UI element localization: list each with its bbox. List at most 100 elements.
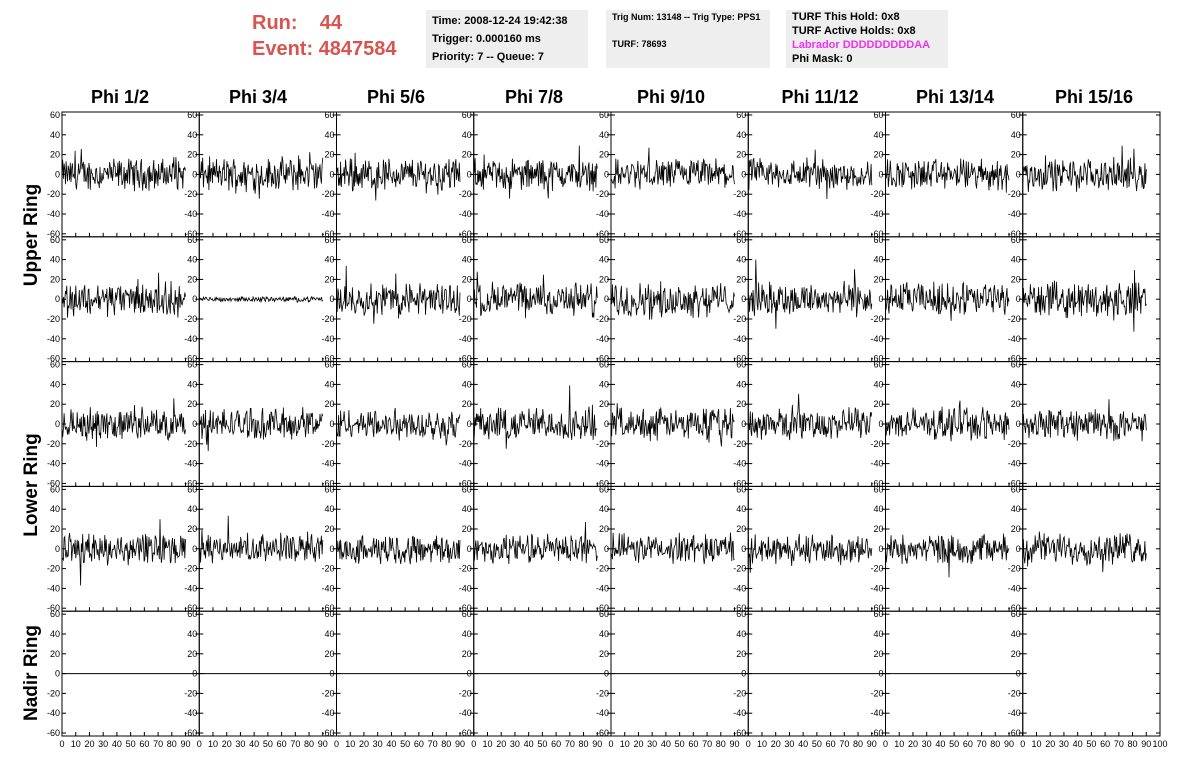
y-tick-label: 0 [1016,294,1021,304]
y-tick-label: 60 [324,360,334,370]
y-tick-label: 40 [50,379,60,389]
priority-text: Priority: 7 -- Queue: 7 [432,51,544,63]
y-tick-label: -20 [1008,564,1021,574]
y-tick-label: 40 [599,130,609,140]
y-tick-label: -60 [733,478,746,488]
y-tick-label: -60 [596,478,609,488]
y-tick-label: 60 [50,110,60,120]
x-tick-label: 70 [428,739,438,749]
waveform-trace [747,149,873,200]
event-value: 4847584 [318,38,397,60]
y-tick-label: 20 [873,524,883,534]
phi-mask-text: Phi Mask: 0 [792,53,853,65]
y-tick-label: 60 [736,235,746,245]
y-tick-label: -40 [459,209,472,219]
y-tick-label: 0 [878,169,883,179]
y-tick-label: 60 [50,609,60,619]
trigger-text: Trigger: 0.000160 ms [432,33,541,45]
y-tick-label: 0 [741,669,746,679]
y-tick-label: 40 [187,379,197,389]
y-tick-label: -40 [596,209,609,219]
y-tick-label: -20 [321,314,334,324]
y-tick-label: -60 [870,354,883,364]
y-tick-label: 20 [873,150,883,160]
run-event-display: Run: 44 Event: 4847584 [252,10,397,62]
y-tick-label: 0 [467,419,472,429]
run-label: Run: [252,12,298,34]
x-tick-label: 40 [386,739,396,749]
y-tick-label: 40 [736,504,746,514]
y-tick-label: -20 [184,564,197,574]
column-header-phi-1-2: Phi 1/2 [90,87,150,107]
x-tick-label: 60 [139,739,149,749]
y-tick-label: -60 [1008,728,1021,738]
x-tick-label: 60 [277,739,287,749]
y-tick-label: 60 [1011,360,1021,370]
x-tick-label: 30 [647,739,657,749]
x-tick-label: 0 [59,739,64,749]
y-tick-label: 40 [599,379,609,389]
y-tick-label: 60 [599,484,609,494]
y-tick-label: 20 [187,150,197,160]
x-tick-label: 0 [197,739,202,749]
run-value: 44 [319,12,343,34]
y-tick-label: 20 [599,649,609,659]
x-tick-label: 70 [565,739,575,749]
x-tick-label: 90 [181,739,191,749]
y-tick-label: 0 [329,544,334,554]
y-tick-label: -60 [596,354,609,364]
x-tick-label: 50 [126,739,136,749]
y-tick-label: 20 [736,649,746,659]
y-tick-label: 0 [1016,169,1021,179]
y-tick-label: -20 [870,439,883,449]
x-tick-label: 60 [688,739,698,749]
y-tick-label: -60 [47,478,60,488]
x-tick-label: 20 [633,739,643,749]
y-tick-label: 0 [192,419,197,429]
y-tick-label: 20 [187,274,197,284]
turf-info-box: TURF This Hold: 0x8 TURF Active Holds: 0… [786,10,948,68]
y-tick-label: 60 [462,110,472,120]
y-tick-label: 0 [1016,419,1021,429]
y-tick-label: 0 [604,294,609,304]
y-tick-label: 40 [873,255,883,265]
column-header-phi-5-6: Phi 5/6 [366,87,426,107]
x-tick-label: 50 [949,739,959,749]
y-tick-label: -40 [321,334,334,344]
y-tick-label: -60 [321,728,334,738]
waveform-trace [885,158,1010,193]
waveform-trace [473,521,598,565]
x-tick-label: 80 [441,739,451,749]
y-tick-label: 0 [604,544,609,554]
y-tick-label: -40 [321,708,334,718]
y-tick-label: -20 [1008,314,1021,324]
y-tick-label: -40 [47,583,60,593]
y-tick-label: -60 [321,603,334,613]
y-tick-label: -40 [870,209,883,219]
turf-active-holds-text: TURF Active Holds: 0x8 [792,25,916,37]
x-tick-label: 0 [746,739,751,749]
labrador-text: Labrador DDDDDDDDDAA [792,39,931,51]
x-tick-label: 40 [524,739,534,749]
y-tick-label: 60 [599,235,609,245]
y-tick-label: 0 [192,669,197,679]
turf-this-hold-text: TURF This Hold: 0x8 [792,11,900,23]
y-tick-label: 40 [1011,629,1021,639]
y-tick-label: -60 [1008,229,1021,239]
y-tick-label: -40 [733,209,746,219]
y-tick-label: -60 [1008,603,1021,613]
trig-num-text: Trig Num: 13148 -- Trig Type: PPS1 [612,12,761,22]
x-tick-label: 10 [71,739,81,749]
y-tick-label: -60 [733,354,746,364]
y-tick-label: -40 [1008,708,1021,718]
x-tick-label: 70 [977,739,987,749]
y-tick-label: 60 [50,484,60,494]
waveform-trace [473,145,598,199]
y-tick-label: -40 [733,459,746,469]
x-tick-label: 60 [414,739,424,749]
y-tick-label: 40 [599,255,609,265]
waveform-trace [336,407,461,446]
y-tick-label: -40 [1008,459,1021,469]
y-tick-label: 20 [599,150,609,160]
